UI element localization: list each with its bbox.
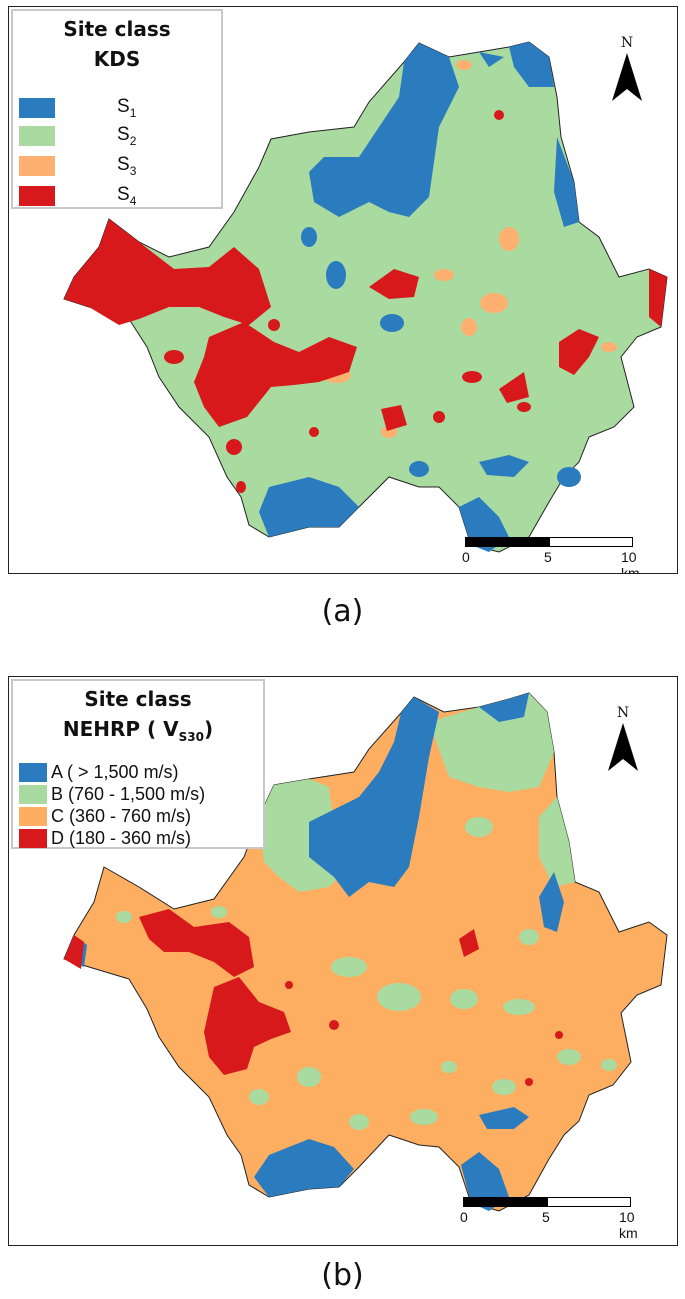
legend-item-s2: S2 bbox=[19, 124, 137, 148]
legend-label-sub: 1 bbox=[129, 105, 137, 120]
legend-label: S bbox=[117, 154, 130, 176]
legend-item-b: B (760 - 1,500 m/s) bbox=[19, 783, 205, 805]
map-legend: Site class KDS S1 S2 S3 S4 bbox=[11, 9, 223, 209]
legend-swatch bbox=[19, 98, 55, 118]
site-class-map-kds bbox=[63, 41, 668, 553]
scale-tick-0: 0 bbox=[460, 1209, 468, 1225]
map-panel-kds: Site class KDS S1 S2 S3 S4 N 0 5 10 km bbox=[8, 6, 678, 574]
north-arrow-icon bbox=[608, 723, 638, 771]
site-class-map-nehrp bbox=[63, 692, 668, 1212]
legend-swatch bbox=[19, 762, 47, 782]
legend-swatch bbox=[19, 126, 55, 146]
legend-label: S bbox=[117, 184, 130, 206]
legend-item-s4: S4 bbox=[19, 184, 137, 208]
legend-item-d: D (180 - 360 m/s) bbox=[19, 827, 191, 849]
north-arrow-icon bbox=[612, 53, 642, 101]
map-legend: Site class NEHRP ( VS30) A ( > 1,500 m/s… bbox=[11, 679, 265, 849]
caption-b: (b) bbox=[321, 1258, 364, 1293]
legend-label-sub: 3 bbox=[129, 163, 137, 178]
scale-bar: 0 5 10 km bbox=[460, 1197, 638, 1241]
legend-swatch bbox=[19, 828, 47, 848]
legend-title: Site class bbox=[84, 687, 192, 711]
scale-bar: 0 5 10 km bbox=[462, 537, 640, 573]
scale-tick-5: 5 bbox=[542, 1209, 550, 1225]
scale-tick-5: 5 bbox=[544, 549, 552, 565]
legend-item-s1: S1 bbox=[19, 96, 137, 120]
legend-label-sub: 4 bbox=[129, 193, 137, 208]
scale-tick-10: 10 km bbox=[619, 1209, 638, 1241]
caption-a: (a) bbox=[321, 594, 364, 629]
map-region-outline bbox=[63, 41, 668, 553]
legend-item-c: C (360 - 760 m/s) bbox=[19, 805, 191, 827]
legend-label: B (760 - 1,500 m/s) bbox=[51, 783, 206, 804]
legend-label: A ( > 1,500 m/s) bbox=[51, 761, 179, 782]
legend-swatch bbox=[19, 784, 47, 804]
legend-item-a: A ( > 1,500 m/s) bbox=[19, 761, 179, 783]
map-region-outline bbox=[63, 692, 668, 1212]
north-label: N bbox=[616, 705, 630, 721]
legend-label-sub: 2 bbox=[129, 133, 137, 148]
legend-label: S bbox=[117, 96, 130, 118]
legend-swatch bbox=[19, 806, 47, 826]
legend-label: S bbox=[117, 124, 130, 146]
scale-tick-0: 0 bbox=[462, 549, 470, 565]
legend-item-s3: S3 bbox=[19, 154, 137, 178]
legend-swatch bbox=[19, 156, 55, 176]
north-arrow: N bbox=[607, 35, 647, 110]
legend-swatch bbox=[19, 186, 55, 206]
scale-tick-10: 10 km bbox=[621, 549, 640, 574]
legend-title: Site class bbox=[63, 17, 171, 41]
map-panel-nehrp: Site class NEHRP ( VS30) A ( > 1,500 m/s… bbox=[8, 676, 678, 1246]
north-arrow: N bbox=[603, 705, 643, 780]
legend-label: C (360 - 760 m/s) bbox=[51, 805, 192, 826]
legend-subtitle: KDS bbox=[93, 47, 141, 71]
legend-subtitle: NEHRP ( VS30) bbox=[62, 717, 214, 744]
north-label: N bbox=[620, 35, 634, 51]
legend-label: D (180 - 360 m/s) bbox=[51, 827, 192, 848]
